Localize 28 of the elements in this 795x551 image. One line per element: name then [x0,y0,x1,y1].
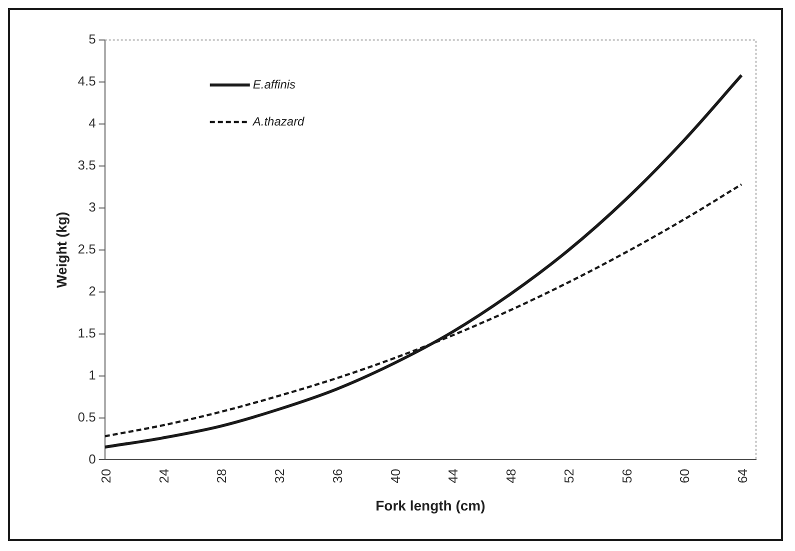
y-tick-label: 5 [88,32,96,47]
y-tick-label: 4 [88,116,96,131]
y-tick-label: 3.5 [78,158,96,172]
line-series [104,74,744,449]
x-tick-label: 48 [504,468,519,484]
x-tick-label: 60 [677,468,692,484]
y-tick-label: 2 [88,283,96,298]
x-tick-label: 44 [446,468,461,484]
x-tick-label: 56 [619,468,634,484]
x-tick-label: 52 [561,468,576,484]
x-tick-label: 64 [735,468,750,484]
x-tick-label: 32 [272,468,288,484]
legend-label: A.thazard [252,114,305,128]
x-tick-label: 28 [214,468,230,484]
y-axis-title: Weight (kg) [53,212,70,288]
y-tick-label: 1.5 [78,325,96,340]
y-tick-label: 1 [88,367,96,382]
legend-label: E.affinis [252,77,296,92]
y-tick-label: 0 [88,451,96,466]
y-tick-label: 2.5 [78,241,96,256]
y-tick-label: 3 [88,199,96,214]
y-tick-label: 4.5 [78,74,96,89]
x-axis-title: Fork length (cm) [376,497,486,514]
x-tick-label: 20 [98,468,114,484]
x-tick-label: 40 [388,468,403,484]
x-tick-label: 24 [156,468,172,484]
x-tick-label: 36 [330,468,345,484]
y-tick-label: 0.5 [78,409,96,424]
